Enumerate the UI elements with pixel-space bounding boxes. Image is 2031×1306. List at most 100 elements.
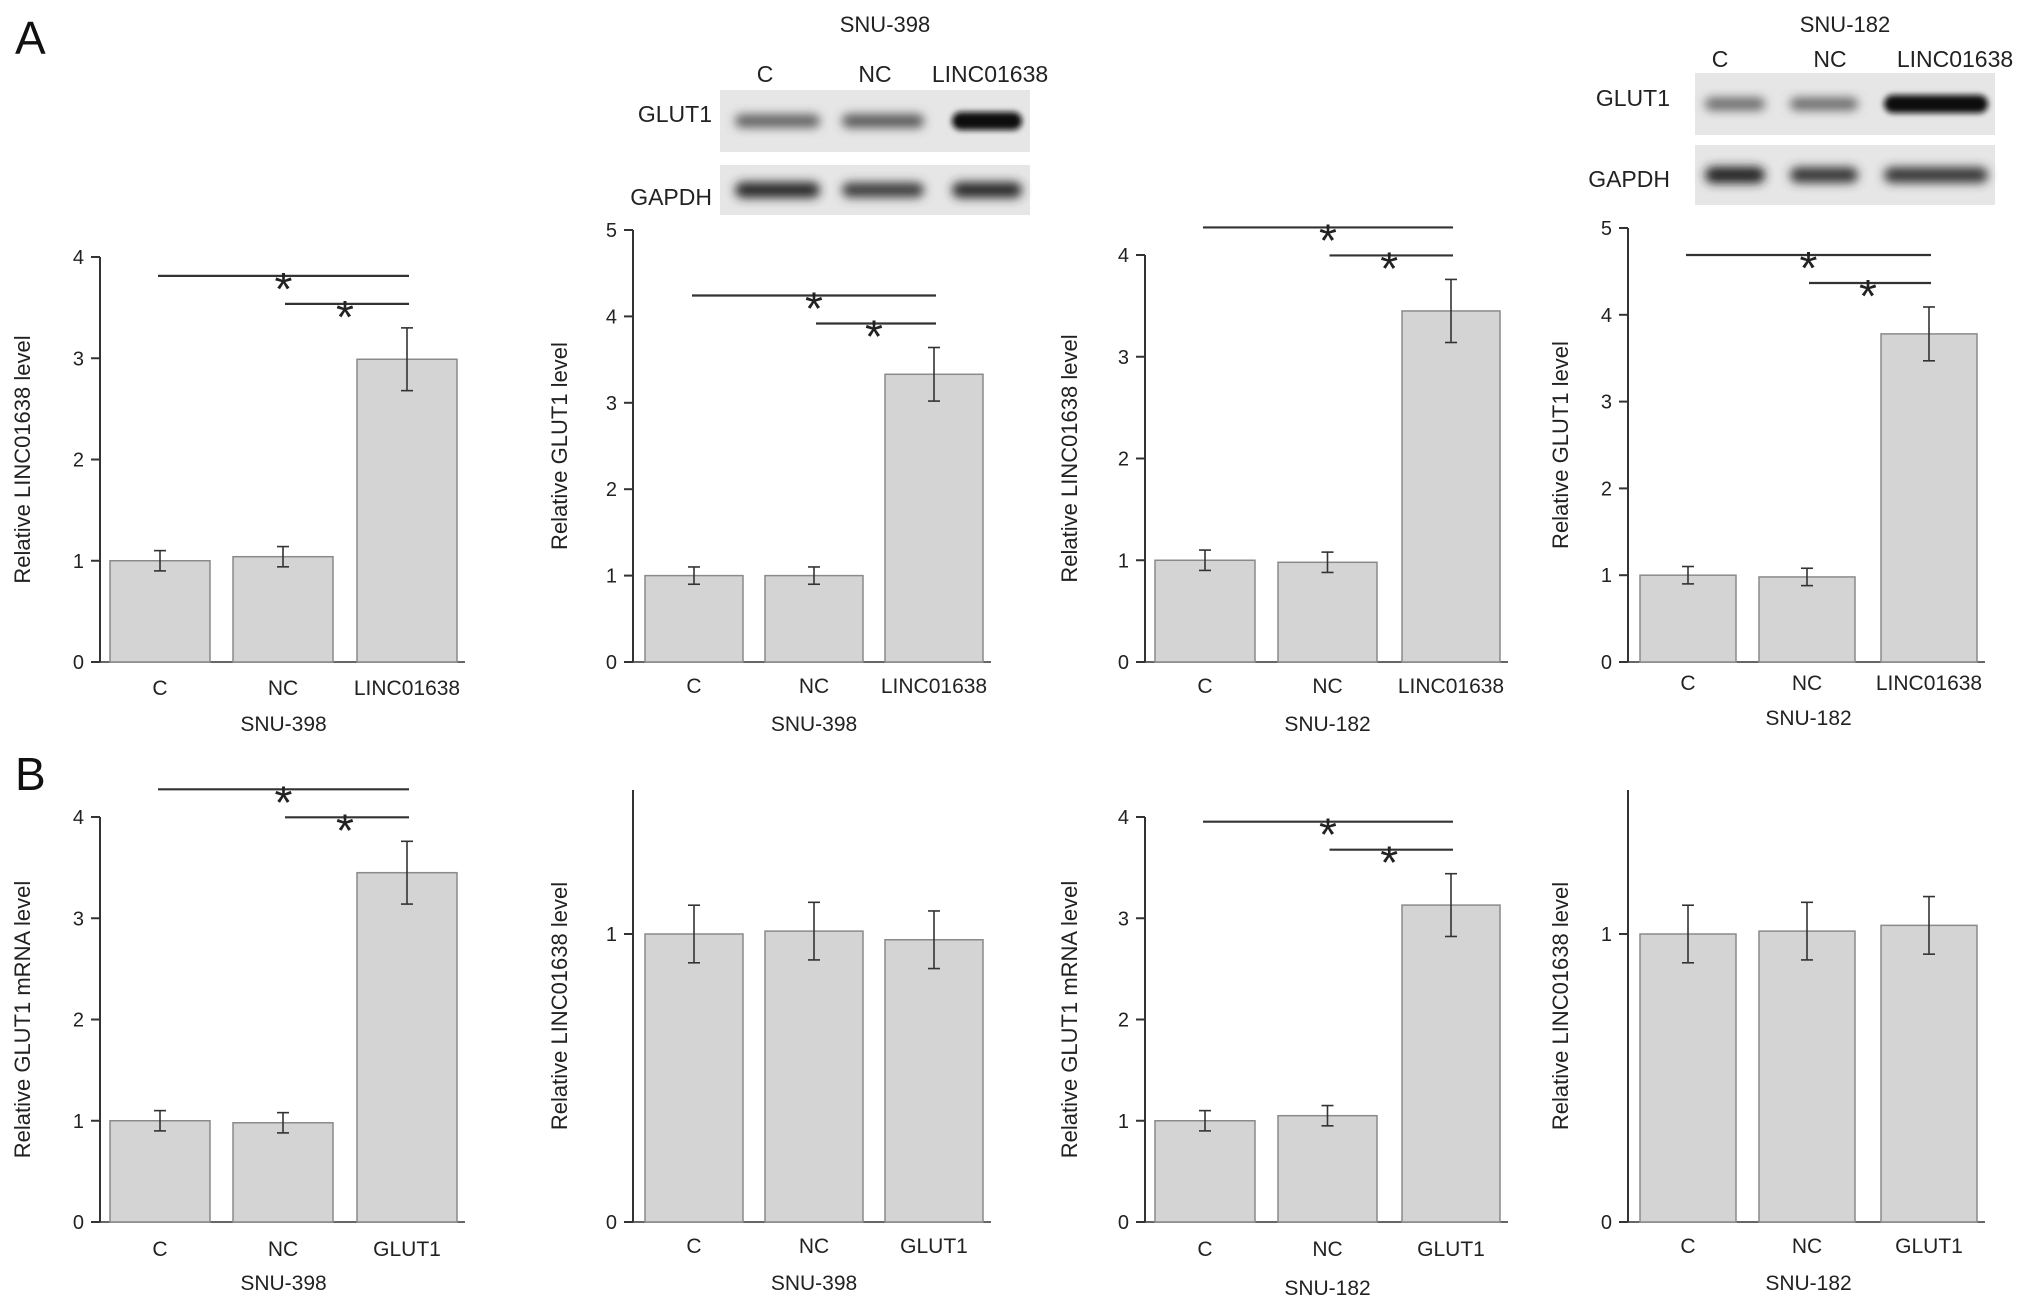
y-tick-label: 0 <box>73 652 84 674</box>
blot-band <box>735 182 820 198</box>
category-label: C <box>686 675 701 698</box>
blot-lane-label: C <box>757 61 774 87</box>
x-axis-label: SNU-182 <box>1765 707 1851 730</box>
bar <box>1880 924 1978 1223</box>
chart-2: 0 1 2 3 4 5 C NC LINC01638 SNU-398 Relative GLUT1 … <box>547 220 991 736</box>
bar <box>1639 574 1737 663</box>
bar <box>356 358 458 663</box>
blot-band <box>1705 166 1765 184</box>
significance-star: * <box>805 283 823 335</box>
bar <box>1277 561 1378 663</box>
x-axis-label: SNU-398 <box>771 1272 857 1295</box>
bar <box>884 373 984 663</box>
x-axis-label: SNU-182 <box>1765 1272 1851 1295</box>
y-tick-label: 4 <box>73 807 84 829</box>
y-tick-label: 4 <box>1118 245 1129 267</box>
x-axis-label: SNU-182 <box>1284 713 1370 736</box>
chart-3: 0 1 2 3 4 C NC LINC01638 SNU-182 Relative LINC016… <box>1057 214 1508 736</box>
significance-star: * <box>275 776 293 828</box>
y-tick-label: 3 <box>73 348 84 370</box>
significance-star: * <box>1859 270 1877 322</box>
category-label: NC <box>799 1235 829 1258</box>
y-tick-label: 3 <box>73 908 84 930</box>
chart-7: 0 1 2 3 4 C NC GLUT1 SNU-182 Relative GLUT1 mRNA … <box>1057 807 1508 1300</box>
bar <box>644 574 744 663</box>
blot-row-label: GLUT1 <box>638 101 712 127</box>
x-axis-label: SNU-398 <box>240 713 326 736</box>
y-tick-label: 4 <box>606 306 617 328</box>
y-tick-label: 1 <box>1601 924 1612 946</box>
category-label: GLUT1 <box>900 1235 968 1258</box>
y-tick-label: 0 <box>1601 652 1612 674</box>
y-tick-label: 1 <box>1118 1111 1129 1133</box>
blot-lane-label: NC <box>858 61 891 87</box>
category-label: C <box>686 1235 701 1258</box>
x-axis-label: SNU-182 <box>1284 1277 1370 1300</box>
category-label: C <box>1197 1238 1212 1261</box>
blot-band <box>1884 95 1988 113</box>
western-blot-1: SNU-398 C NC LINC01638 GLUT1 GAPDH <box>630 12 1048 215</box>
blot-band <box>1884 167 1988 183</box>
y-tick-label: 1 <box>606 566 617 588</box>
significance-star: * <box>1319 214 1337 266</box>
y-tick-label: 0 <box>1118 1212 1129 1234</box>
bar <box>232 1122 334 1223</box>
category-label: GLUT1 <box>1417 1238 1485 1261</box>
x-axis-label: SNU-398 <box>240 1272 326 1295</box>
panel-letter-b: B <box>15 748 46 800</box>
blot-band <box>1790 167 1858 183</box>
y-tick-label: 4 <box>1118 807 1129 829</box>
blot-band <box>842 182 924 198</box>
y-tick-label: 4 <box>1601 305 1612 327</box>
category-label: LINC01638 <box>1398 675 1504 698</box>
significance-star: * <box>336 291 354 343</box>
significance-star: * <box>1800 242 1818 294</box>
category-label: GLUT1 <box>373 1238 441 1261</box>
category-label: LINC01638 <box>881 675 987 698</box>
chart-1: 0 1 2 3 4 C NC LINC01638 SNU-398 Relative LINC016… <box>10 247 465 736</box>
y-axis-label: Relative LINC01638 level <box>1548 882 1573 1130</box>
bar <box>356 871 458 1223</box>
bar <box>764 574 864 663</box>
significance-star: * <box>336 804 354 856</box>
y-tick-label: 2 <box>73 1010 84 1032</box>
category-label: NC <box>1792 1235 1822 1258</box>
bar <box>1880 333 1978 663</box>
y-tick-label: 0 <box>606 1212 617 1234</box>
y-axis-label: Relative GLUT1 level <box>1548 341 1573 549</box>
blot-band <box>842 114 924 128</box>
x-axis-label: SNU-398 <box>771 713 857 736</box>
category-label: GLUT1 <box>1895 1235 1963 1258</box>
category-label: LINC01638 <box>1876 672 1982 695</box>
y-tick-label: 0 <box>1118 652 1129 674</box>
bar <box>232 555 334 663</box>
y-tick-label: 3 <box>606 393 617 415</box>
blot-lane-label: LINC01638 <box>932 61 1048 87</box>
y-tick-label: 4 <box>73 247 84 269</box>
blot-lane-label: C <box>1712 46 1729 72</box>
chart-6: 0 1 C NC GLUT1 SNU-398 Relative LINC01638 leve… <box>547 790 991 1295</box>
category-label: NC <box>799 675 829 698</box>
bar <box>1639 933 1737 1223</box>
y-tick-label: 1 <box>73 1111 84 1133</box>
category-label: C <box>1680 1235 1695 1258</box>
bar-charts: 0 1 2 3 4 C NC LINC01638 SNU-398 Relative LINC016… <box>10 214 1985 1300</box>
y-axis-label: Relative GLUT1 level <box>547 342 572 550</box>
blot-lane-label: LINC01638 <box>1897 46 2013 72</box>
blot-band <box>735 114 820 128</box>
y-tick-label: 1 <box>73 551 84 573</box>
y-tick-label: 1 <box>606 924 617 946</box>
y-axis-label: Relative GLUT1 mRNA level <box>1057 881 1082 1159</box>
y-tick-label: 1 <box>1601 565 1612 587</box>
y-tick-label: 2 <box>606 479 617 501</box>
panel-letter-a: A <box>15 12 46 64</box>
bar <box>884 939 984 1223</box>
category-label: C <box>1680 672 1695 695</box>
western-blot-2: SNU-182 C NC LINC01638 GLUT1 GAPDH <box>1588 12 2013 205</box>
significance-star: * <box>1380 837 1398 889</box>
bar <box>1758 576 1856 663</box>
chart-5: 0 1 2 3 4 C NC GLUT1 SNU-398 Relative GLUT1 mRNA … <box>10 776 465 1295</box>
y-tick-label: 3 <box>1601 392 1612 414</box>
bar <box>644 933 744 1223</box>
blot-row-label: GLUT1 <box>1596 85 1670 111</box>
